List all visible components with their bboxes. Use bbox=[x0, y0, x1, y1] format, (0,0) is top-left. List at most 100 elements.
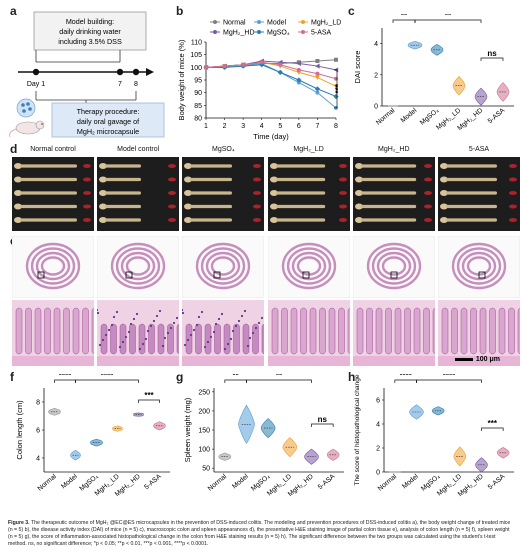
y-tick-label: 90 bbox=[194, 90, 202, 97]
spleen bbox=[83, 177, 91, 182]
therapy-box bbox=[51, 102, 165, 138]
spleen bbox=[338, 164, 347, 168]
spleen bbox=[338, 218, 347, 222]
spleen bbox=[253, 218, 262, 222]
crypt bbox=[205, 323, 212, 355]
tissue-ring bbox=[30, 247, 76, 285]
he-zoom-5 bbox=[438, 300, 520, 366]
crypt bbox=[423, 307, 430, 355]
legend-label: MgSO₄ bbox=[267, 30, 290, 37]
inflammatory-cell bbox=[145, 337, 148, 341]
colon-tissue bbox=[360, 164, 416, 168]
colon-tissue bbox=[360, 191, 416, 195]
crypt bbox=[441, 307, 449, 355]
y-axis-title: Spleen weight (mg) bbox=[183, 397, 192, 462]
cecum bbox=[269, 203, 278, 210]
cecum bbox=[99, 217, 108, 223]
legend-marker bbox=[301, 30, 305, 34]
cecum bbox=[354, 217, 363, 223]
inflammatory-cell bbox=[139, 347, 142, 351]
spleen bbox=[338, 204, 347, 209]
he-zoom-3 bbox=[267, 300, 350, 366]
legend-marker bbox=[213, 20, 217, 24]
legend-label: Normal bbox=[223, 20, 246, 27]
spleen bbox=[423, 164, 432, 168]
sig-label: **** bbox=[443, 374, 456, 380]
spleen bbox=[423, 218, 432, 222]
colon-photo-1 bbox=[97, 157, 180, 231]
sig-label: ** bbox=[401, 14, 408, 20]
inflammatory-cell bbox=[111, 323, 114, 327]
crypt bbox=[233, 323, 241, 355]
crypt bbox=[148, 323, 155, 355]
capsule-icon bbox=[16, 98, 36, 118]
crypt bbox=[214, 323, 222, 355]
tissue-ring bbox=[115, 247, 161, 285]
he-overview-1 bbox=[97, 236, 180, 298]
crypt bbox=[508, 307, 515, 355]
x-tick-label: Model bbox=[231, 473, 250, 491]
cecum bbox=[440, 203, 448, 210]
cecum bbox=[354, 163, 363, 169]
y-tick-label: 100 bbox=[190, 65, 202, 72]
data-point bbox=[314, 75, 320, 80]
y-tick-label: 4 bbox=[374, 41, 378, 48]
inflammatory-cell bbox=[238, 319, 241, 323]
cecum bbox=[269, 190, 278, 196]
crypt bbox=[63, 307, 70, 355]
tissue-ring bbox=[196, 242, 251, 290]
photo-title-2: MgSO₄ bbox=[212, 146, 235, 153]
he-zoom-1 bbox=[97, 300, 180, 366]
inflammatory-cell bbox=[130, 322, 133, 326]
colon-tissue bbox=[275, 204, 325, 209]
crypt bbox=[100, 323, 108, 355]
crypt bbox=[271, 307, 278, 355]
muscle-layer bbox=[182, 356, 265, 366]
photo-title-5: 5-ASA bbox=[468, 146, 490, 153]
sig-label: ** bbox=[445, 14, 452, 20]
x-tick-label: 8 bbox=[334, 123, 338, 130]
inflammatory-cell bbox=[182, 311, 185, 315]
data-point bbox=[241, 62, 246, 67]
crypt bbox=[347, 307, 350, 355]
inflammatory-cell bbox=[227, 342, 230, 346]
y-tick-label: 110 bbox=[191, 40, 202, 47]
colon-tissue bbox=[105, 177, 142, 182]
he-overview-0 bbox=[12, 236, 94, 298]
inflammatory-cell bbox=[170, 326, 173, 330]
spleen bbox=[168, 218, 177, 222]
inflammatory-cell bbox=[190, 333, 193, 337]
inflammatory-cell bbox=[187, 338, 190, 342]
cecum bbox=[99, 190, 108, 196]
crypt bbox=[375, 307, 383, 355]
crypt bbox=[243, 323, 250, 355]
inflammatory-cell bbox=[258, 321, 261, 325]
spleen bbox=[168, 191, 177, 195]
tissue-ring bbox=[286, 247, 331, 285]
day7-marker bbox=[116, 68, 124, 76]
inflammatory-cell bbox=[153, 319, 156, 323]
series-line-Model bbox=[206, 63, 337, 109]
colon-tissue bbox=[360, 204, 416, 209]
inflammatory-cell bbox=[142, 342, 145, 346]
panel-d-photos: Normal control Model control MgSO₄ MgH₂_LD M… bbox=[12, 146, 520, 232]
x-tick-label: 5-ASA bbox=[487, 107, 507, 125]
inflammatory-cell bbox=[97, 308, 99, 312]
muscle-layer bbox=[97, 356, 180, 366]
he-overview-5 bbox=[438, 236, 520, 298]
panel-h-chart: 0 2 4 6 The score of histopathological chang… bbox=[354, 374, 514, 498]
spleen bbox=[168, 204, 177, 209]
data-point bbox=[259, 60, 264, 65]
cecum bbox=[14, 190, 22, 196]
legend-marker bbox=[213, 30, 217, 34]
tissue-ring bbox=[40, 256, 66, 276]
crypt bbox=[404, 307, 411, 355]
crypt bbox=[110, 323, 117, 355]
crypt bbox=[252, 323, 260, 355]
panel-a-label: a bbox=[10, 4, 17, 18]
inflammatory-cell bbox=[218, 317, 221, 321]
y-axis-title: DAI score bbox=[353, 51, 362, 84]
crypt bbox=[337, 307, 345, 355]
legend-label: MgH₂_HD bbox=[223, 30, 255, 37]
crypt bbox=[309, 307, 316, 355]
